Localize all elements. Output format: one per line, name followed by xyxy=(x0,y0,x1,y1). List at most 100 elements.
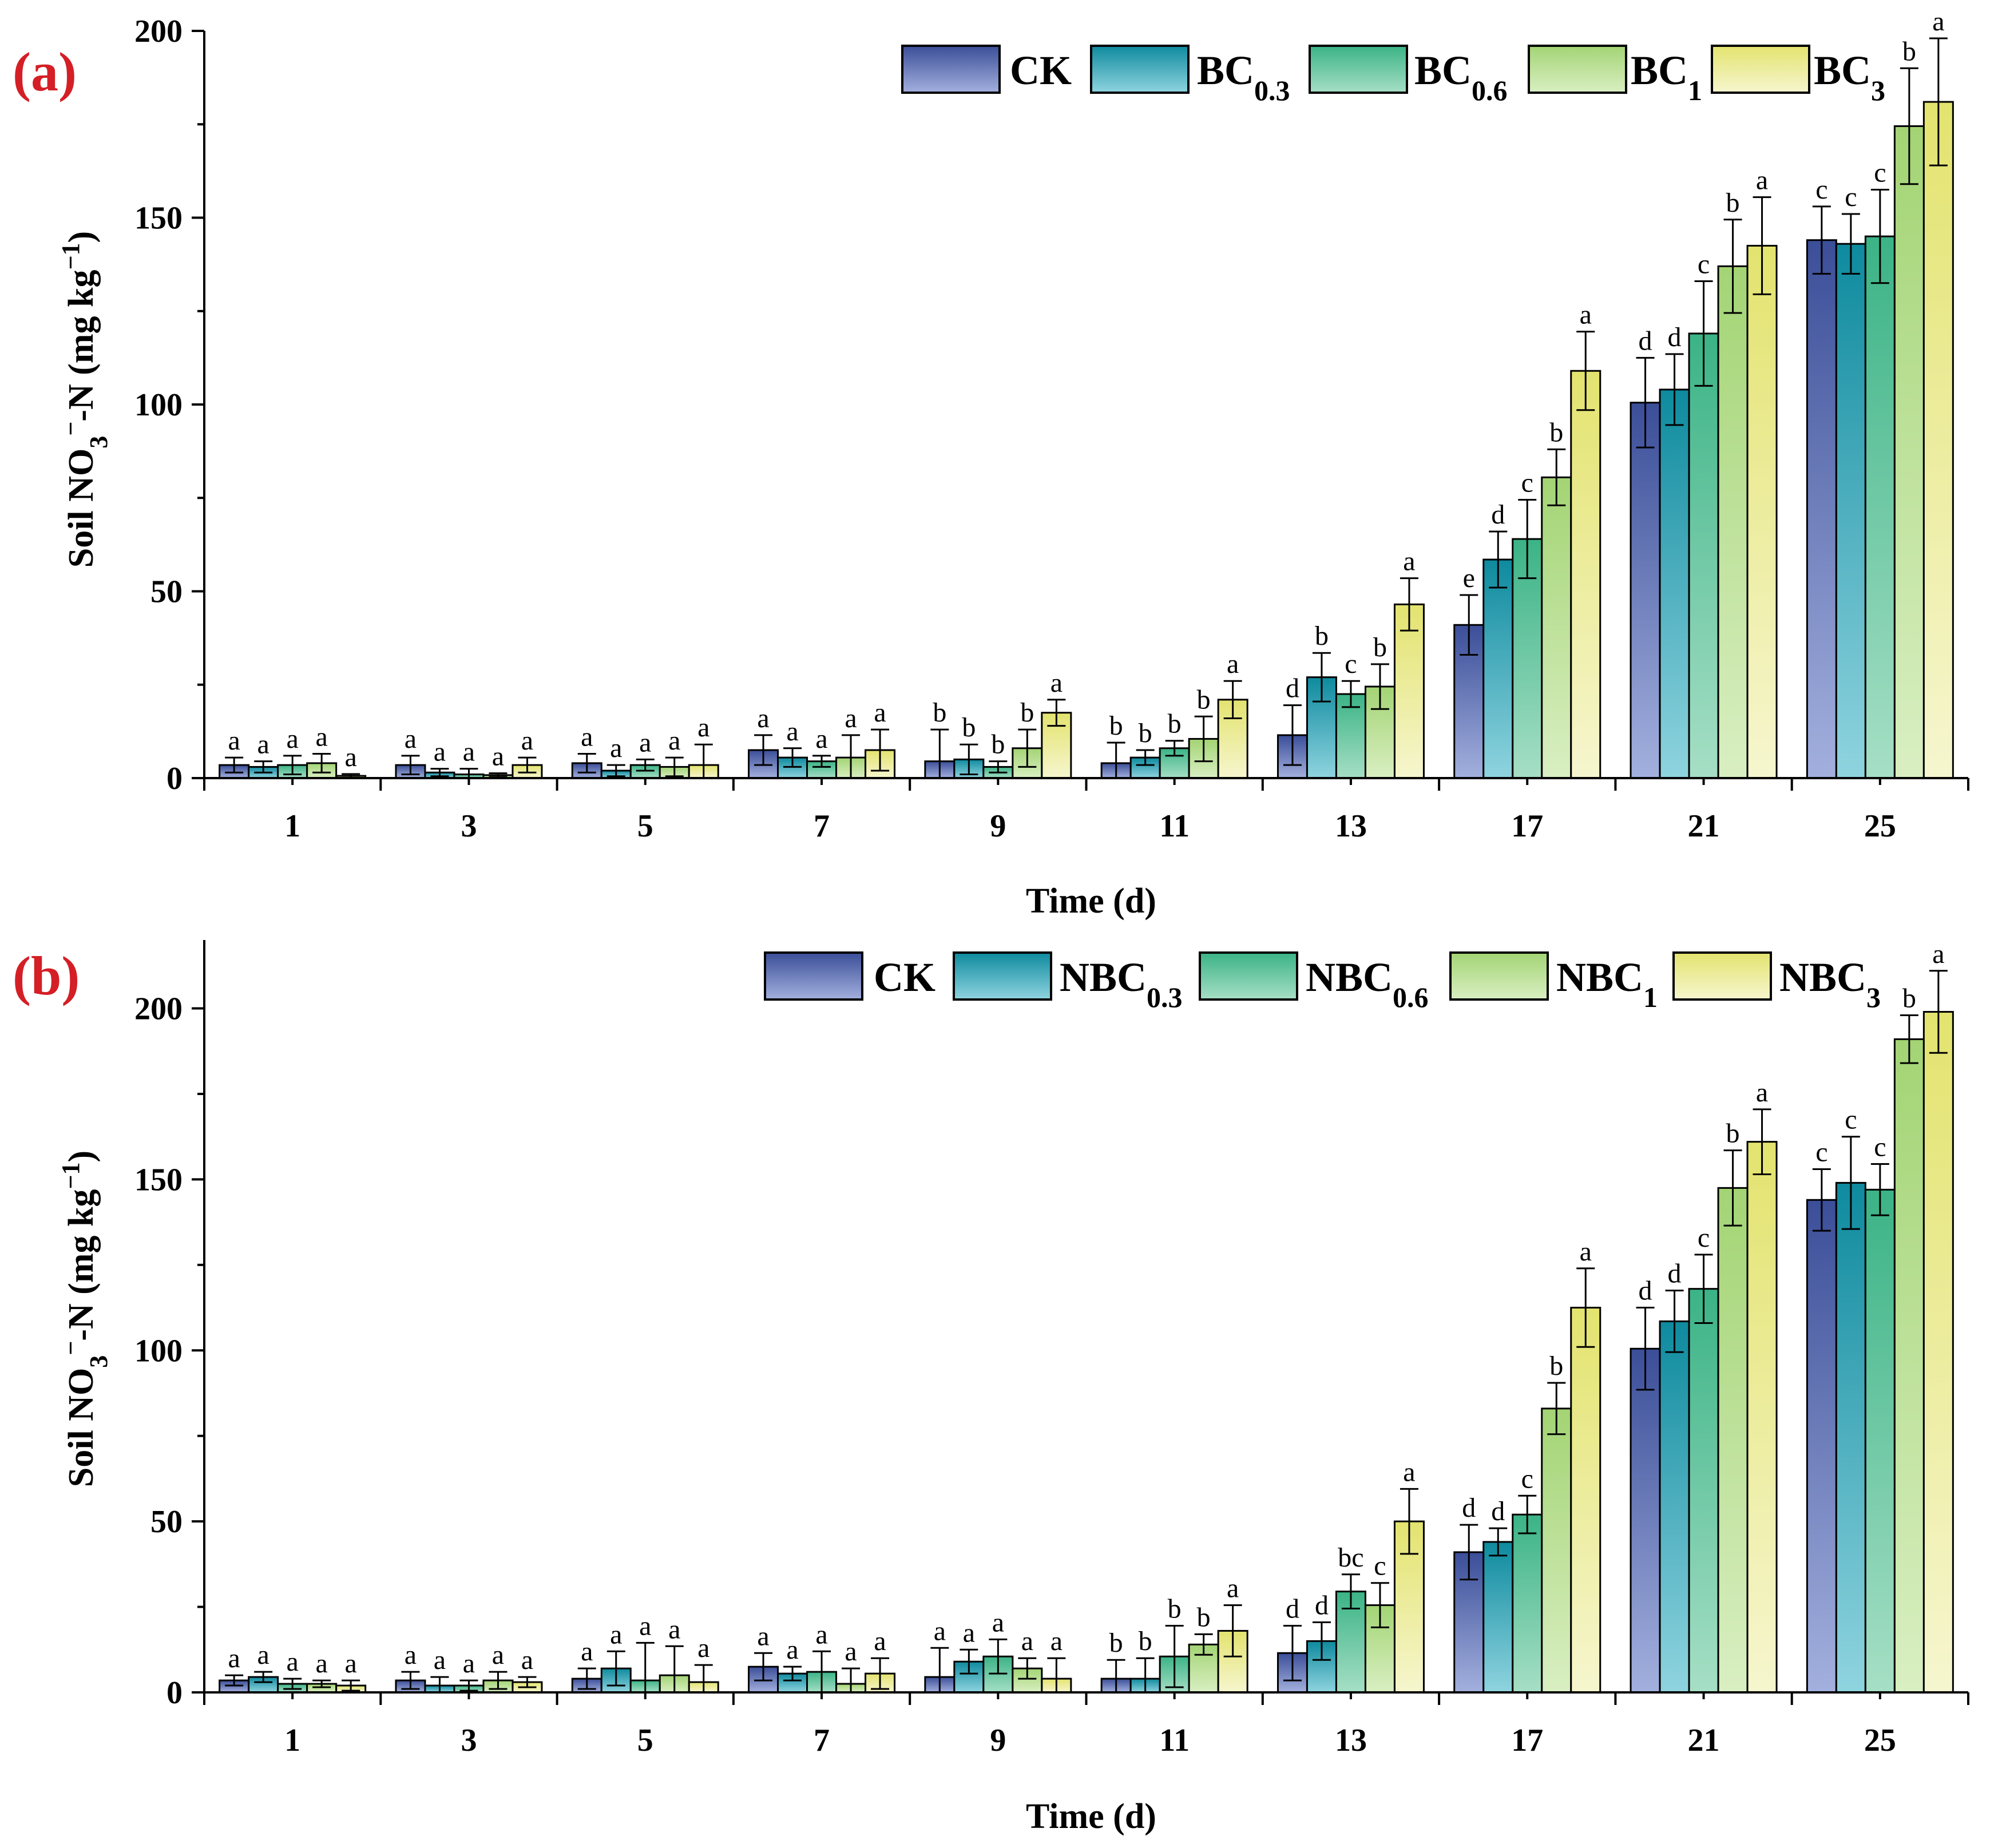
bar xyxy=(1364,685,1396,779)
significance-label: c xyxy=(1345,649,1357,679)
significance-label: a xyxy=(1403,546,1415,577)
y-tick-label: 0 xyxy=(166,761,183,796)
error-bar xyxy=(225,756,244,774)
significance-label: d xyxy=(1315,1590,1329,1620)
error-bar xyxy=(1165,740,1184,757)
x-tick-label: 5 xyxy=(637,808,653,844)
error-bar xyxy=(754,734,773,766)
legend-label-nbc3: NBC3 xyxy=(1779,954,1881,1013)
significance-label: a xyxy=(874,1626,886,1656)
bar xyxy=(1688,1288,1719,1694)
significance-label: a xyxy=(286,724,298,754)
error-bar xyxy=(1636,356,1655,449)
significance-label: c xyxy=(1698,249,1710,280)
error-bar xyxy=(518,1676,537,1688)
significance-label: a xyxy=(315,1648,327,1679)
error-bar xyxy=(1400,1488,1418,1555)
significance-label: c xyxy=(1374,1551,1386,1581)
x-tick-label: 9 xyxy=(990,808,1006,844)
error-bar xyxy=(960,743,978,775)
error-bar xyxy=(1870,1163,1889,1216)
error-bar xyxy=(871,1657,890,1690)
error-bar xyxy=(871,728,890,772)
error-bar xyxy=(1929,37,1948,166)
significance-label: a xyxy=(344,1648,356,1679)
error-bar xyxy=(1841,213,1860,275)
x-tick-label: 13 xyxy=(1335,1723,1367,1758)
error-bar xyxy=(1723,219,1742,314)
legend-label-bc1: BC1 xyxy=(1631,47,1702,106)
error-bar xyxy=(1665,353,1684,426)
legend-item-nbc0.6: NBC0.6 xyxy=(1199,951,1429,1013)
error-bar xyxy=(430,768,449,778)
significance-label: a xyxy=(492,1640,504,1670)
error-bar xyxy=(342,1679,360,1692)
error-bar xyxy=(283,1678,302,1690)
significance-label: b xyxy=(1109,1628,1123,1658)
significance-label: bc xyxy=(1338,1542,1363,1573)
error-bar xyxy=(1694,280,1713,387)
bar xyxy=(1630,402,1661,779)
y-tick-label: 0 xyxy=(166,1675,183,1711)
significance-label: b xyxy=(1168,1593,1182,1624)
significance-label: c xyxy=(1845,1105,1857,1135)
error-bar xyxy=(1753,196,1771,295)
significance-label: a xyxy=(463,737,475,767)
error-bar xyxy=(254,1671,273,1683)
significance-label: a xyxy=(934,1616,946,1646)
legend-label-bc0.3: BC0.3 xyxy=(1197,47,1290,106)
error-bar xyxy=(312,753,331,774)
y-tick-label: 150 xyxy=(134,201,183,236)
bar xyxy=(1570,370,1601,779)
legend-item-bc0.6: BC0.6 xyxy=(1309,45,1508,106)
bar xyxy=(1541,1407,1572,1694)
error-bar xyxy=(1047,699,1066,727)
significance-label: b xyxy=(933,697,946,728)
significance-label: b xyxy=(1109,711,1123,741)
significance-label: a xyxy=(1227,1573,1239,1604)
bar xyxy=(1659,1320,1690,1694)
significance-label: c xyxy=(1874,158,1886,188)
significance-label: a xyxy=(581,1636,593,1667)
significance-label: a xyxy=(845,703,857,733)
bar xyxy=(1482,1541,1514,1694)
panel-a-y-axis-title: Soil NO3−-N (mg kg−1) xyxy=(57,231,113,568)
significance-label: b xyxy=(1315,621,1329,651)
legend-item-nbc0.3: NBC0.3 xyxy=(953,951,1183,1013)
significance-label: a xyxy=(492,741,504,772)
error-bar xyxy=(1018,1657,1037,1680)
error-bar xyxy=(401,1671,420,1690)
error-bar xyxy=(1694,1254,1713,1324)
significance-label: a xyxy=(697,712,709,743)
error-bar xyxy=(606,764,625,778)
bar xyxy=(1835,1181,1866,1694)
significance-label: b xyxy=(1197,1602,1211,1632)
error-bar xyxy=(1460,1524,1478,1581)
error-bar xyxy=(577,1667,596,1690)
significance-label: a xyxy=(1756,165,1768,196)
significance-label: a xyxy=(405,724,417,754)
error-bar xyxy=(989,1638,1008,1675)
significance-label: c xyxy=(1521,468,1533,498)
significance-label: b xyxy=(962,712,976,743)
bar xyxy=(1688,332,1719,779)
error-bar xyxy=(1460,594,1478,656)
significance-label: d xyxy=(1491,1496,1505,1526)
legend-item-bc3: BC3 xyxy=(1711,45,1885,106)
significance-label: a xyxy=(228,1643,240,1673)
x-tick-label: 25 xyxy=(1864,1723,1896,1758)
legend-item-bc1: BC1 xyxy=(1528,45,1702,106)
significance-label: c xyxy=(1698,1223,1710,1253)
error-bar xyxy=(1636,1307,1655,1391)
significance-label: d xyxy=(1639,326,1652,356)
significance-label: e xyxy=(1463,563,1475,593)
bar xyxy=(1630,1347,1661,1694)
significance-label: a xyxy=(815,724,827,754)
error-bar xyxy=(1165,1624,1184,1688)
